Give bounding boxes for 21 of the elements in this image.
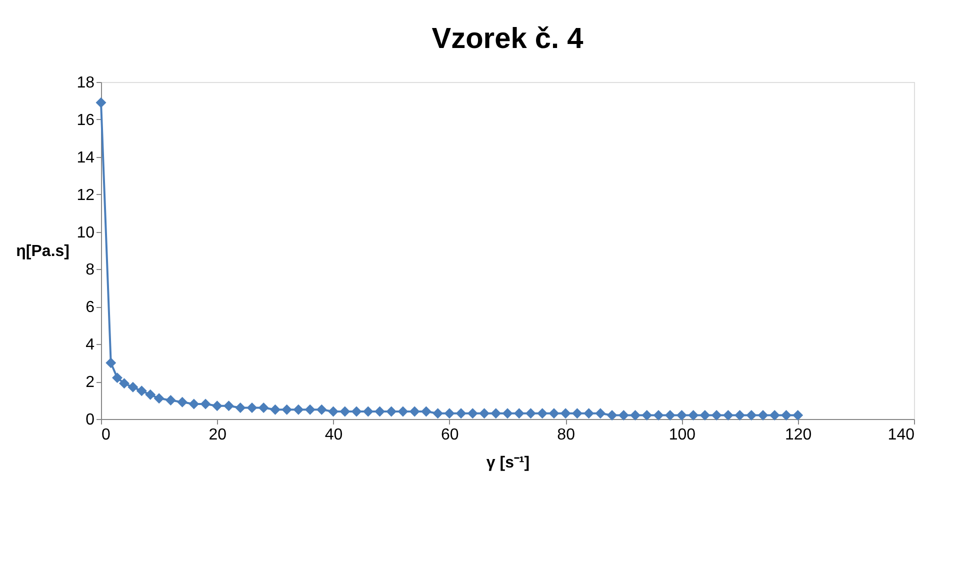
y-tick-label: 2 — [86, 374, 95, 392]
y-tick-label: 4 — [86, 336, 95, 354]
chart-title: Vzorek č. 4 — [432, 23, 584, 55]
y-tick-label: 16 — [76, 112, 95, 129]
y-tick-label: 18 — [76, 74, 95, 92]
x-tick-label: 80 — [557, 426, 576, 444]
x-axis-title: γ [s⁻¹] — [486, 454, 530, 472]
y-tick-label: 6 — [86, 299, 95, 316]
x-tick-label: 120 — [785, 426, 812, 444]
y-tick-label: 10 — [76, 224, 95, 242]
x-tick-label: 40 — [324, 426, 343, 444]
x-tick-label: 140 — [888, 426, 915, 444]
x-tick-label: 60 — [441, 426, 459, 444]
y-tick-label: 12 — [76, 186, 95, 204]
x-tick-label: 100 — [668, 426, 696, 444]
y-tick-label: 0 — [86, 412, 95, 428]
y-axis-title: η[Pa.s] — [16, 243, 70, 260]
x-tick-label: 20 — [208, 426, 227, 444]
y-tick-label: 14 — [76, 149, 95, 166]
y-tick-label: 8 — [86, 262, 95, 279]
x-tick-label: 0 — [102, 426, 110, 444]
